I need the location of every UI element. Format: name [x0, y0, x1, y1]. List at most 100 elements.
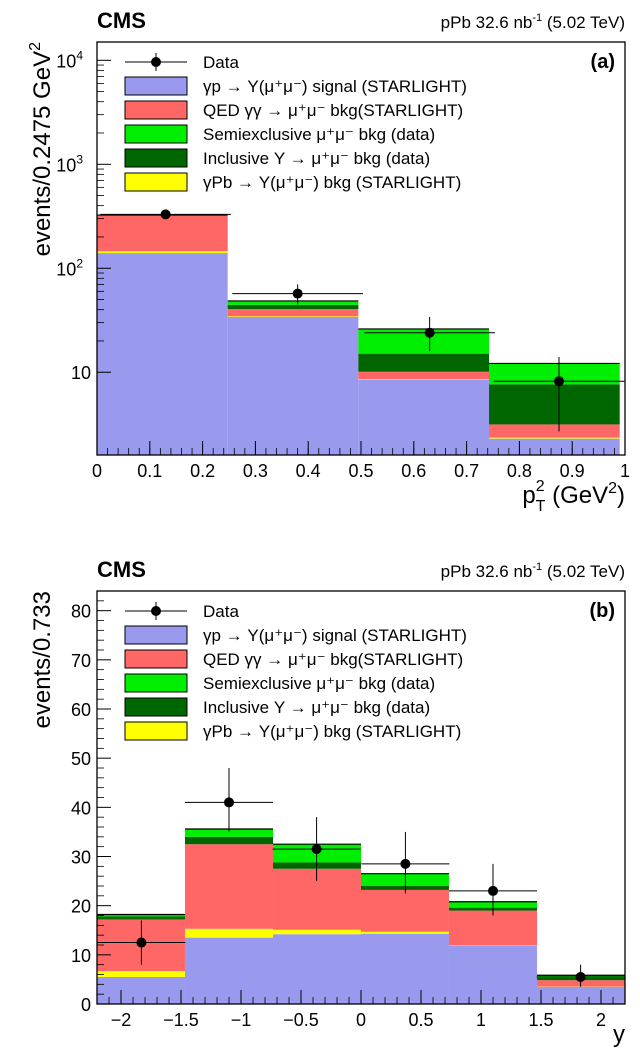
data-point-0 — [160, 209, 171, 220]
series-2 — [97, 844, 625, 987]
legend-swatch-5 — [124, 721, 188, 741]
legend-label-3: Semiexclusive μ⁺μ⁻ bkg (data) — [203, 674, 435, 693]
legend-swatch-1 — [124, 76, 188, 96]
y-axis: 0 10 20 30 40 50 60 70 80 — [71, 600, 111, 1015]
bar-s1-b2 — [273, 929, 361, 935]
bar-s3-b3 — [489, 384, 620, 425]
y-tick-label-2: 20 — [71, 897, 91, 917]
bar-s3-b2 — [358, 353, 490, 372]
data-point-2 — [424, 327, 435, 338]
bar-s2-b1 — [184, 844, 274, 929]
legend-label-4: Inclusive Υ → μ⁺μ⁻ bkg (data) — [203, 698, 430, 717]
bar-s1-b0 — [97, 971, 185, 977]
legend-label-2: QED γγ → μ⁺μ⁻ bkg(STARLIGHT) — [203, 101, 463, 120]
experiment-label: CMS — [97, 557, 146, 582]
bar-s4-b1 — [184, 828, 274, 837]
x-tick-label-3: 0.3 — [243, 461, 268, 481]
legend-swatch-5 — [124, 172, 188, 192]
series-0 — [97, 253, 620, 455]
legend-swatch-3 — [124, 673, 188, 693]
legend-label-0: Data — [203, 602, 239, 621]
legend-marker — [151, 606, 161, 616]
panel-label: (a) — [591, 51, 615, 73]
bar-s3-b1 — [184, 836, 274, 845]
y-tick-label-0: 0 — [81, 995, 91, 1015]
bar-s2-b2 — [358, 371, 490, 380]
bar-s0-b1 — [227, 316, 359, 455]
x-tick-label-4: 0 — [356, 1010, 366, 1030]
legend-swatch-4 — [124, 148, 188, 168]
data-point-1 — [292, 288, 303, 299]
legend-label-5: γPb → Υ(μ⁺μ⁻) bkg (STARLIGHT) — [203, 173, 461, 192]
legend-label-4: Inclusive Υ → μ⁺μ⁻ bkg (data) — [203, 149, 430, 168]
x-axis: −2 −1.5 −1 −0.5 0 0.5 1 1.5 2 — [96, 990, 626, 1030]
y-tick-label-1: 102 — [56, 256, 83, 279]
bar-s3-b1 — [227, 304, 359, 310]
legend-swatch-3 — [124, 124, 188, 144]
bar-s1-b3 — [361, 931, 449, 934]
y-axis-label: events/0.733 — [29, 591, 56, 728]
x-tick-label-9: 0.9 — [560, 461, 585, 481]
x-axis-label: p2 T (GeV2) — [522, 478, 625, 515]
data-points — [100, 209, 625, 432]
x-tick-label-7: 1.5 — [528, 1010, 553, 1030]
legend-marker — [151, 57, 161, 67]
experiment-label: CMS — [97, 8, 146, 33]
x-tick-label-6: 1 — [476, 1010, 486, 1030]
x-tick-label-1: 0.1 — [137, 461, 162, 481]
legend-label-1: γp → Υ(μ⁺μ⁻) signal (STARLIGHT) — [203, 77, 467, 96]
bar-s2-b0 — [97, 215, 228, 252]
bar-s2-b3 — [361, 889, 449, 932]
y-tick-label-2: 103 — [56, 152, 83, 175]
bar-s0-b2 — [273, 934, 361, 1004]
data-point-2 — [311, 844, 322, 855]
x-tick-label-0: 0 — [92, 461, 102, 481]
bar-s4-b0 — [97, 914, 185, 917]
x-tick-label-0: −2 — [111, 1010, 132, 1030]
bar-s0-b4 — [448, 945, 538, 1004]
x-tick-label-8: 2 — [596, 1010, 606, 1030]
y-tick-label-8: 80 — [71, 602, 91, 622]
bar-s0-b3 — [361, 933, 449, 1004]
x-tick-label-7: 0.7 — [454, 461, 479, 481]
bar-s0-b2 — [358, 379, 490, 455]
bar-s2-b4 — [448, 910, 538, 946]
series-0 — [97, 933, 625, 1004]
y-tick-label-5: 50 — [71, 749, 91, 769]
legend-swatch-4 — [124, 697, 188, 717]
legend-swatch-2 — [124, 100, 188, 120]
data-point-1 — [224, 797, 234, 808]
x-tick-label-1: −1.5 — [163, 1010, 199, 1030]
data-point-0 — [136, 937, 147, 948]
data-point-4 — [488, 885, 498, 896]
x-tick-label-2: −1 — [231, 1010, 252, 1030]
y-tick-label-1: 10 — [71, 946, 91, 966]
data-points — [97, 768, 625, 987]
x-axis-label: y — [613, 1021, 625, 1048]
y-tick-label-7: 70 — [71, 651, 91, 671]
bar-s0-b1 — [184, 937, 274, 1004]
x-tick-label-2: 0.2 — [190, 461, 215, 481]
legend: Data γp → Υ(μ⁺μ⁻) signal (STARLIGHT) QED γ… — [124, 53, 467, 192]
lumi-label: pPb 32.6 nb-1 (5.02 TeV) — [441, 12, 625, 32]
legend-label-5: γPb → Υ(μ⁺μ⁻) bkg (STARLIGHT) — [203, 722, 461, 741]
data-point-5 — [575, 971, 586, 982]
legend-label-1: γp → Υ(μ⁺μ⁻) signal (STARLIGHT) — [203, 626, 467, 645]
y-tick-label-6: 60 — [71, 700, 91, 720]
bar-s1-b0 — [97, 251, 228, 254]
bar-s1-b2 — [358, 379, 490, 380]
x-tick-label-3: −0.5 — [283, 1010, 319, 1030]
bar-s1-b3 — [489, 437, 620, 439]
legend-swatch-2 — [124, 649, 188, 669]
x-axis: 0 0.1 0.2 0.3 0.4 0.5 0.6 0.7 0.8 0.9 1 — [92, 441, 630, 481]
bar-s1-b1 — [227, 316, 359, 317]
lumi-label: pPb 32.6 nb-1 (5.02 TeV) — [441, 561, 625, 581]
legend-label-2: QED γγ → μ⁺μ⁻ bkg(STARLIGHT) — [203, 650, 463, 669]
bar-s0-b0 — [97, 976, 185, 1004]
bar-s3-b0 — [97, 916, 185, 920]
x-tick-label-5: 0.5 — [348, 461, 373, 481]
bar-s4-b3 — [489, 363, 620, 385]
x-tick-label-8: 0.8 — [507, 461, 532, 481]
panel-a: 0 0.1 0.2 0.3 0.4 0.5 0.6 0.7 0.8 0.9 1 10 102 103 104… — [27, 8, 630, 515]
